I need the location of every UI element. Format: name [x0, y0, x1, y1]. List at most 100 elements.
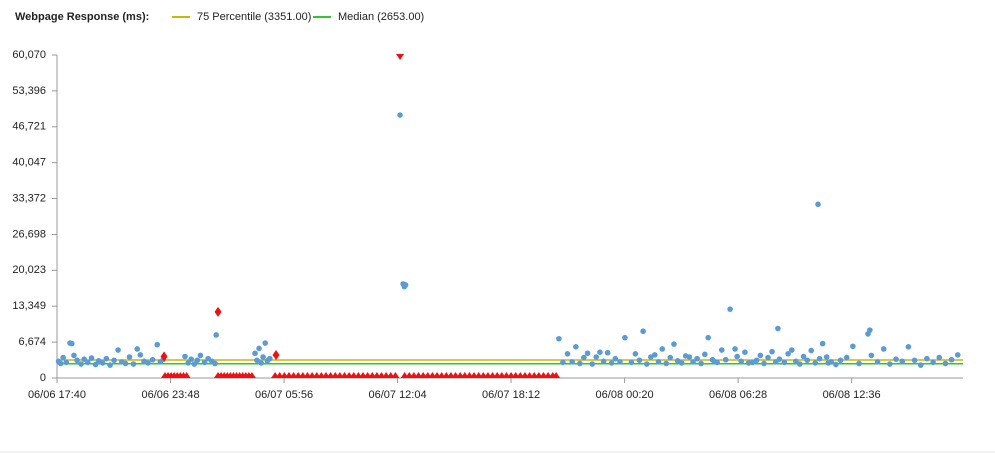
y-tick-label: 40,047 [12, 157, 46, 169]
data-point [573, 344, 579, 350]
data-point [769, 348, 775, 355]
data-point [732, 346, 738, 352]
data-point [797, 361, 803, 367]
data-point [718, 347, 725, 353]
data-point [705, 334, 711, 341]
data-point [738, 358, 745, 365]
data-point [262, 340, 269, 346]
error-marker [396, 54, 405, 60]
data-point [819, 340, 826, 347]
data-point [785, 351, 791, 357]
data-point [584, 350, 591, 357]
data-point [74, 357, 80, 364]
error-marker [391, 372, 400, 378]
data-point [775, 325, 781, 332]
data-point [833, 361, 839, 368]
data-point [402, 282, 409, 288]
data-point [686, 354, 693, 360]
data-point [137, 352, 144, 358]
data-point [893, 356, 899, 362]
data-point [260, 354, 266, 360]
data-point [887, 361, 893, 367]
data-point [149, 356, 156, 363]
data-point [640, 328, 646, 335]
data-point [88, 355, 95, 361]
data-point [622, 334, 628, 341]
data-point [663, 360, 670, 367]
data-point [905, 344, 912, 350]
data-point [727, 306, 733, 312]
data-point [714, 359, 720, 366]
data-point [593, 354, 600, 360]
data-point [107, 362, 113, 368]
data-point [874, 359, 881, 365]
x-tick-label: 06/06 17:40 [28, 389, 86, 401]
data-point [843, 354, 850, 361]
data-point [600, 358, 607, 365]
data-point [581, 354, 587, 361]
x-tick-label: 06/08 12:36 [823, 389, 881, 401]
data-point [608, 360, 615, 366]
x-tick-label: 06/07 05:56 [255, 389, 313, 401]
data-point [837, 357, 844, 364]
data-point [815, 201, 821, 208]
data-point [63, 359, 70, 366]
data-point [765, 354, 771, 361]
data-point [761, 360, 767, 367]
data-point [804, 357, 811, 364]
data-point [122, 360, 129, 367]
chart-title: Webpage Response (ms): [15, 11, 149, 23]
data-point [930, 359, 936, 366]
error-marker [182, 372, 191, 378]
data-point [130, 361, 137, 367]
data-point [145, 360, 151, 366]
data-point [667, 354, 674, 361]
data-point [800, 353, 807, 360]
data-point [644, 361, 650, 367]
data-point [254, 357, 260, 364]
data-point [103, 355, 110, 362]
data-point [753, 357, 760, 364]
data-point [632, 351, 639, 357]
data-point [742, 349, 748, 355]
data-point [185, 360, 191, 366]
data-point [868, 352, 875, 359]
y-tick-label: 13,349 [12, 300, 46, 312]
data-point [569, 359, 575, 365]
data-point [617, 359, 623, 365]
data-point [252, 350, 258, 357]
error-marker [160, 351, 168, 362]
data-point [734, 353, 740, 360]
data-point [99, 360, 106, 366]
data-point [560, 359, 566, 366]
data-point [604, 349, 611, 356]
data-point [917, 362, 924, 368]
data-point [628, 359, 635, 366]
y-tick-label: 20,023 [12, 264, 46, 276]
data-point [808, 347, 815, 354]
data-point [188, 356, 194, 362]
data-point [564, 351, 571, 357]
data-point [60, 354, 66, 361]
y-tick-label: 46,721 [12, 121, 46, 133]
data-point [92, 361, 99, 368]
data-point [942, 360, 949, 367]
data-point [694, 355, 700, 362]
legend-label: Median (2653.00) [338, 11, 424, 23]
data-point [652, 352, 658, 358]
data-point [776, 356, 783, 362]
data-point [880, 346, 887, 352]
y-tick-label: 0 [40, 372, 46, 384]
x-tick-label: 06/06 23:48 [141, 389, 199, 401]
y-tick-label: 60,070 [12, 49, 46, 61]
y-tick-label: 33,372 [12, 192, 46, 204]
data-point [556, 335, 562, 342]
x-tick-label: 06/08 06:28 [709, 389, 767, 401]
error-marker [247, 372, 256, 378]
data-point [85, 359, 91, 366]
data-point [936, 354, 943, 361]
data-point [597, 349, 603, 355]
data-point [867, 327, 873, 333]
y-tick-label: 26,698 [12, 228, 46, 240]
data-point [81, 356, 87, 362]
